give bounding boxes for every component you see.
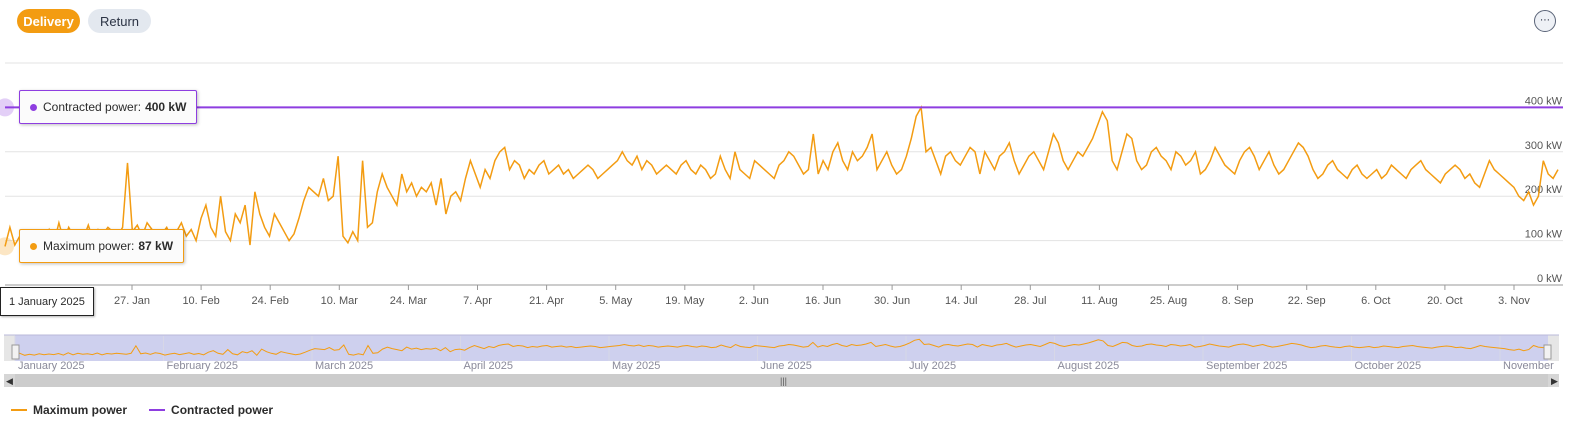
legend-label-maximum: Maximum power bbox=[33, 403, 128, 417]
maximum-power-series-line bbox=[4, 104, 1559, 247]
x-tick-label: 8. Sep bbox=[1222, 295, 1254, 307]
navigator[interactable]: January 2025 February 2025 March 2025 April… bbox=[4, 334, 1559, 387]
scroll-grip-icon: ||| bbox=[780, 376, 787, 386]
navigator-left-handle[interactable] bbox=[11, 344, 20, 360]
scroll-right-arrow-icon[interactable]: ▶ bbox=[1551, 376, 1558, 386]
x-tick-label: 11. Aug bbox=[1081, 295, 1118, 307]
y-tick-label: 0 kW bbox=[1537, 273, 1563, 285]
navigator-month-label: March 2025 bbox=[315, 360, 373, 372]
x-tick-label: 7. Apr bbox=[463, 295, 492, 307]
navigator-month-label: April 2025 bbox=[464, 360, 514, 372]
maximum-power-tooltip: Maximum power: 87 kW bbox=[19, 229, 185, 263]
legend-label-contracted: Contracted power bbox=[171, 403, 274, 417]
x-tick-label: 28. Jul bbox=[1014, 295, 1046, 307]
contracted-tooltip-value: 400 kW bbox=[145, 100, 187, 114]
navigator-month-label: January 2025 bbox=[18, 360, 85, 372]
maximum-tooltip-label: Maximum power: bbox=[43, 239, 135, 253]
legend-swatch-contracted bbox=[149, 409, 166, 411]
x-tick-label: 2. Jun bbox=[739, 295, 769, 307]
x-tick-label: 6. Oct bbox=[1361, 295, 1390, 307]
maximum-tooltip-value: 87 kW bbox=[138, 239, 174, 253]
navigator-month-label: May 2025 bbox=[612, 360, 660, 372]
y-tick-label: 200 kW bbox=[1525, 184, 1563, 196]
x-tick-label: 24. Mar bbox=[390, 295, 428, 307]
x-tick-label: 25. Aug bbox=[1150, 295, 1187, 307]
navigator-series-line bbox=[14, 338, 1549, 357]
x-tick-label: 14. Jul bbox=[945, 295, 977, 307]
contracted-tooltip-label: Contracted power: bbox=[43, 100, 142, 114]
legend-item-maximum-power[interactable]: Maximum power bbox=[11, 403, 127, 417]
x-tick-label: 16. Jun bbox=[805, 295, 841, 307]
navigator-month-label: June 2025 bbox=[761, 360, 812, 372]
x-tick-label: 24. Feb bbox=[252, 295, 289, 307]
y-tick-label: 300 kW bbox=[1525, 140, 1563, 152]
delivery-toggle-button[interactable]: Delivery bbox=[17, 9, 80, 33]
navigator-month-label: November bbox=[1503, 360, 1554, 372]
x-tick-label: 30. Jun bbox=[874, 295, 910, 307]
legend: Maximum power Contracted power bbox=[11, 403, 295, 417]
navigator-month-label: February 2025 bbox=[167, 360, 239, 372]
y-tick-label: 400 kW bbox=[1525, 95, 1563, 107]
maximum-dot-icon bbox=[30, 242, 37, 250]
navigator-month-label: October 2025 bbox=[1355, 360, 1422, 372]
x-tick-label: 10. Feb bbox=[182, 295, 219, 307]
x-tick-label: 27. Jan bbox=[114, 295, 150, 307]
ellipsis-icon[interactable]: ⋯ bbox=[1534, 10, 1556, 32]
x-tick-label: 5. May bbox=[599, 295, 633, 307]
navigator-month-label: July 2025 bbox=[909, 360, 956, 372]
return-toggle-button[interactable]: Return bbox=[88, 9, 151, 33]
x-tick-label: 10. Mar bbox=[321, 295, 359, 307]
y-tick-label: 100 kW bbox=[1525, 229, 1563, 241]
navigator-month-label: August 2025 bbox=[1058, 360, 1120, 372]
x-tick-label: 21. Apr bbox=[529, 295, 564, 307]
x-tick-label: 3. Nov bbox=[1498, 295, 1530, 307]
legend-item-contracted-power[interactable]: Contracted power bbox=[149, 403, 273, 417]
x-tick-label: 22. Sep bbox=[1288, 295, 1326, 307]
navigator-scrollbar-thumb[interactable] bbox=[15, 374, 1548, 387]
date-crosshair-label: 1 January 2025 bbox=[0, 287, 94, 316]
legend-swatch-maximum bbox=[11, 409, 27, 411]
maximum-power-marker bbox=[0, 237, 14, 256]
navigator-month-label: September 2025 bbox=[1206, 360, 1287, 372]
x-tick-label: 19. May bbox=[665, 295, 705, 307]
x-tick-label: 20. Oct bbox=[1427, 295, 1462, 307]
contracted-power-marker bbox=[0, 98, 14, 117]
navigator-selection[interactable] bbox=[15, 335, 1548, 361]
contracted-dot-icon bbox=[30, 103, 37, 111]
contracted-power-tooltip: Contracted power: 400 kW bbox=[19, 90, 198, 124]
scroll-left-arrow-icon[interactable]: ◀ bbox=[6, 376, 13, 386]
navigator-right-handle[interactable] bbox=[1543, 344, 1552, 360]
